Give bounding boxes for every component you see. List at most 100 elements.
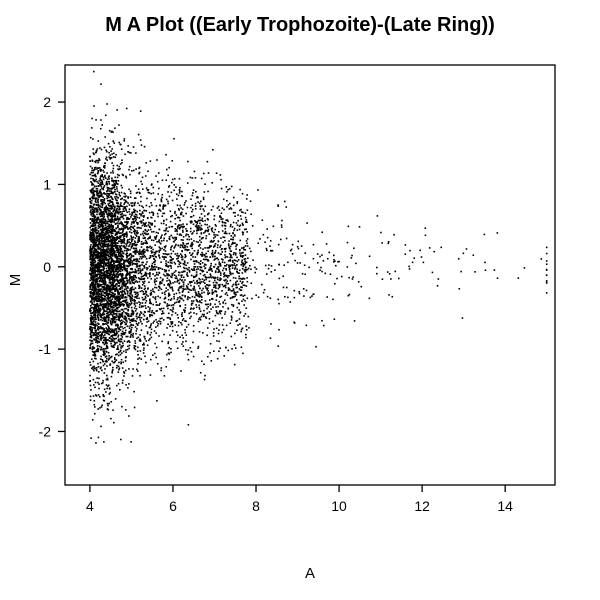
table-row bbox=[202, 262, 204, 264]
table-row bbox=[127, 336, 129, 338]
table-row bbox=[95, 311, 97, 313]
table-row bbox=[129, 281, 131, 283]
table-row bbox=[143, 291, 145, 293]
table-row bbox=[94, 186, 96, 188]
table-row bbox=[212, 298, 214, 300]
table-row bbox=[270, 240, 272, 242]
table-row bbox=[201, 316, 203, 318]
table-row bbox=[172, 179, 174, 181]
table-row bbox=[233, 264, 235, 266]
table-row bbox=[217, 244, 219, 246]
table-row bbox=[107, 251, 109, 253]
table-row bbox=[155, 301, 157, 303]
table-row bbox=[94, 262, 96, 264]
table-row bbox=[213, 219, 215, 221]
table-row bbox=[119, 264, 121, 266]
table-row bbox=[138, 301, 140, 303]
table-row bbox=[243, 284, 245, 286]
table-row bbox=[163, 258, 165, 260]
table-row bbox=[459, 288, 461, 290]
table-row bbox=[217, 277, 219, 279]
table-row bbox=[99, 407, 101, 409]
table-row bbox=[127, 243, 129, 245]
table-row bbox=[167, 323, 169, 325]
table-row bbox=[158, 250, 160, 252]
table-row bbox=[130, 335, 132, 337]
table-row bbox=[412, 262, 414, 264]
table-row bbox=[173, 138, 175, 140]
table-row bbox=[159, 257, 161, 259]
table-row bbox=[220, 313, 222, 315]
table-row bbox=[116, 319, 118, 321]
table-row bbox=[177, 257, 179, 259]
table-row bbox=[115, 210, 117, 212]
table-row bbox=[231, 186, 233, 188]
table-row bbox=[252, 225, 254, 227]
table-row bbox=[192, 204, 194, 206]
table-row bbox=[136, 248, 138, 250]
table-row bbox=[311, 295, 313, 297]
table-row bbox=[126, 245, 128, 247]
table-row bbox=[121, 326, 123, 328]
table-row bbox=[123, 351, 125, 353]
table-row bbox=[351, 255, 353, 257]
table-row bbox=[185, 340, 187, 342]
table-row bbox=[162, 208, 164, 210]
table-row bbox=[177, 217, 179, 219]
table-row bbox=[132, 202, 134, 204]
table-row bbox=[117, 236, 119, 238]
table-row bbox=[155, 357, 157, 359]
table-row bbox=[102, 320, 104, 322]
table-row bbox=[137, 217, 139, 219]
table-row bbox=[117, 256, 119, 258]
table-row bbox=[244, 278, 246, 280]
table-row bbox=[233, 304, 235, 306]
table-row bbox=[101, 406, 103, 408]
table-row bbox=[121, 211, 123, 213]
table-row bbox=[92, 196, 94, 198]
table-row bbox=[160, 370, 162, 372]
table-row bbox=[195, 177, 197, 179]
table-row bbox=[157, 216, 159, 218]
table-row bbox=[388, 241, 390, 243]
table-row bbox=[182, 246, 184, 248]
table-row bbox=[146, 269, 148, 271]
table-row bbox=[117, 290, 119, 292]
table-row bbox=[228, 245, 230, 247]
table-row bbox=[203, 197, 205, 199]
table-row bbox=[183, 267, 185, 269]
table-row bbox=[163, 223, 165, 225]
table-row bbox=[233, 284, 235, 286]
table-row bbox=[119, 389, 121, 391]
table-row bbox=[149, 206, 151, 208]
table-row bbox=[232, 260, 234, 262]
table-row bbox=[226, 206, 228, 208]
table-row bbox=[183, 243, 185, 245]
table-row bbox=[247, 316, 249, 318]
table-row bbox=[266, 248, 268, 250]
table-row bbox=[233, 291, 235, 293]
table-row bbox=[201, 360, 203, 362]
table-row bbox=[187, 182, 189, 184]
table-row bbox=[204, 191, 206, 193]
table-row bbox=[117, 242, 119, 244]
table-row bbox=[129, 231, 131, 233]
table-row bbox=[94, 289, 96, 291]
table-row bbox=[102, 380, 104, 382]
table-row bbox=[103, 395, 105, 397]
table-row bbox=[139, 317, 141, 319]
table-row bbox=[190, 231, 192, 233]
table-row bbox=[182, 291, 184, 293]
table-row bbox=[166, 253, 168, 255]
table-row bbox=[176, 281, 178, 283]
table-row bbox=[114, 359, 116, 361]
table-row bbox=[145, 210, 147, 212]
table-row bbox=[103, 179, 105, 181]
table-row bbox=[185, 264, 187, 266]
table-row bbox=[186, 326, 188, 328]
table-row bbox=[187, 161, 189, 163]
table-row bbox=[149, 236, 151, 238]
table-row bbox=[143, 235, 145, 237]
table-row bbox=[209, 299, 211, 301]
table-row bbox=[136, 308, 138, 310]
